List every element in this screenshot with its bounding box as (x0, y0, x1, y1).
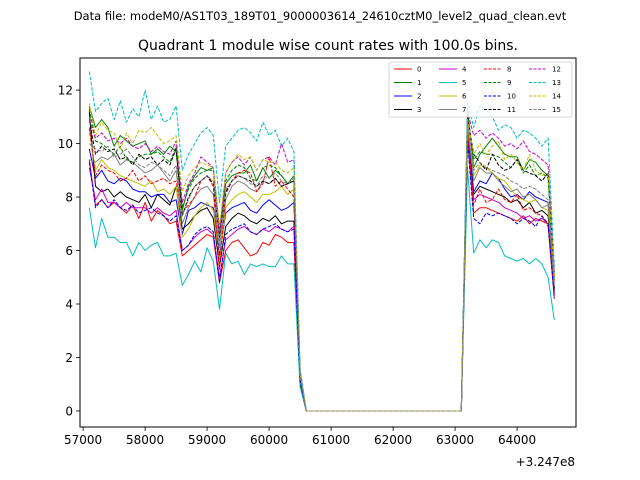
legend-label-11: 11 (507, 106, 516, 114)
x-offset-label: +3.247e8 (516, 455, 575, 469)
x-tick-label: 59000 (188, 433, 226, 447)
x-tick-label: 57000 (64, 433, 102, 447)
series-line-1 (88, 105, 555, 412)
series-line-15 (88, 121, 555, 412)
legend-label-9: 9 (507, 79, 511, 87)
legend-label-10: 10 (507, 93, 516, 101)
series-line-12 (88, 111, 555, 412)
x-tick-label: 60000 (250, 433, 288, 447)
series-line-11 (88, 116, 555, 412)
legend-label-0: 0 (417, 66, 421, 74)
x-tick-label: 63000 (436, 433, 474, 447)
series-line-0 (88, 137, 555, 412)
x-tick-label: 58000 (126, 433, 164, 447)
x-tick-label: 61000 (312, 433, 350, 447)
legend-label-1: 1 (417, 79, 421, 87)
legend-label-12: 12 (552, 66, 561, 74)
y-tick-label: 0 (65, 404, 73, 418)
x-tick-label: 64000 (498, 433, 536, 447)
legend-label-3: 3 (417, 106, 421, 114)
y-axis: 0 2 4 6 8 10 12 (58, 83, 80, 418)
series-line-8 (88, 127, 555, 412)
plot-area (88, 71, 555, 412)
legend-box (388, 61, 573, 118)
legend-label-6: 6 (462, 93, 467, 101)
y-tick-label: 8 (65, 190, 73, 204)
series-line-5 (88, 167, 555, 412)
legend-label-13: 13 (552, 79, 561, 87)
y-tick-label: 10 (58, 137, 73, 151)
legend-label-7: 7 (462, 106, 466, 114)
x-axis: 57000 58000 59000 60000 61000 62000 63000 64000 (64, 427, 536, 447)
y-tick-label: 4 (65, 297, 73, 311)
legend-label-2: 2 (417, 93, 421, 101)
legend-label-4: 4 (462, 66, 467, 74)
series-line-6 (88, 127, 555, 412)
y-tick-label: 2 (65, 351, 73, 365)
y-tick-label: 12 (58, 83, 73, 97)
series-line-2 (88, 127, 555, 412)
plot-frame (79, 57, 577, 428)
legend-label-15: 15 (552, 106, 561, 114)
chart-title: Quadrant 1 module wise count rates with … (138, 38, 518, 54)
series-line-3 (88, 111, 555, 412)
chart-suptitle: Data file: modeM0/AS1T03_189T01_90000036… (74, 9, 567, 23)
series-line-10 (88, 140, 555, 412)
legend-label-14: 14 (552, 93, 561, 101)
series-line-4 (88, 135, 555, 412)
y-tick-label: 6 (65, 244, 73, 258)
series-line-13 (88, 71, 555, 412)
legend-label-5: 5 (462, 79, 466, 87)
series-line-9 (88, 108, 555, 412)
x-tick-label: 62000 (374, 433, 412, 447)
legend-label-8: 8 (507, 66, 511, 74)
